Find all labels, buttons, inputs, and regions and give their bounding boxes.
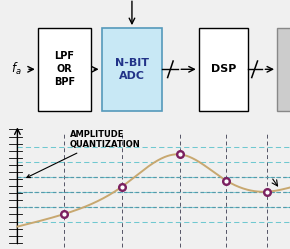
Bar: [277, 28, 290, 111]
Text: $f_a$: $f_a$: [11, 61, 21, 77]
Bar: [199, 28, 248, 111]
Text: N-BIT
ADC: N-BIT ADC: [115, 58, 149, 81]
Bar: [102, 28, 162, 111]
Text: AMPLITUDE
QUANTIZATION: AMPLITUDE QUANTIZATION: [27, 130, 140, 178]
Text: LPF
OR
BPF: LPF OR BPF: [54, 51, 75, 87]
Text: DSP: DSP: [211, 64, 236, 74]
Bar: [38, 28, 91, 111]
